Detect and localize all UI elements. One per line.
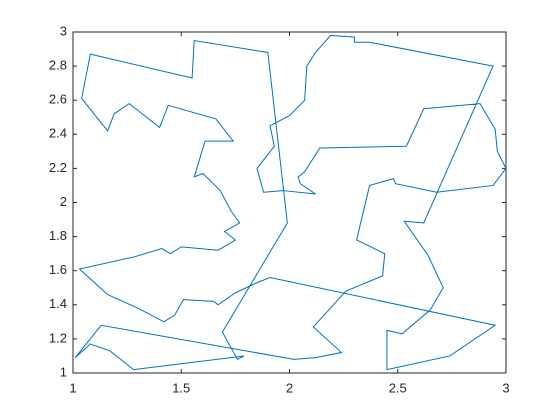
y-tick-label: 2.6 <box>49 92 67 107</box>
y-tick-label: 2.2 <box>49 160 67 175</box>
y-tick-label: 3 <box>60 23 67 38</box>
y-tick-label: 1.6 <box>49 262 67 277</box>
x-tick-label: 1.5 <box>172 380 190 395</box>
x-tick-label: 3 <box>502 380 509 395</box>
x-tick-label: 2 <box>286 380 293 395</box>
y-tick-label: 1 <box>60 364 67 379</box>
y-tick-label: 2.8 <box>49 58 67 73</box>
y-tick-label: 1.8 <box>49 228 67 243</box>
x-tick-label: 1 <box>69 380 76 395</box>
y-tick-label: 2 <box>60 194 67 209</box>
y-tick-label: 1.4 <box>49 296 67 311</box>
x-tick-label: 2.5 <box>389 380 407 395</box>
data-line <box>74 34 507 371</box>
axes-box <box>72 31 507 374</box>
y-tick-label: 2.4 <box>49 126 67 141</box>
y-tick-label: 1.2 <box>49 330 67 345</box>
